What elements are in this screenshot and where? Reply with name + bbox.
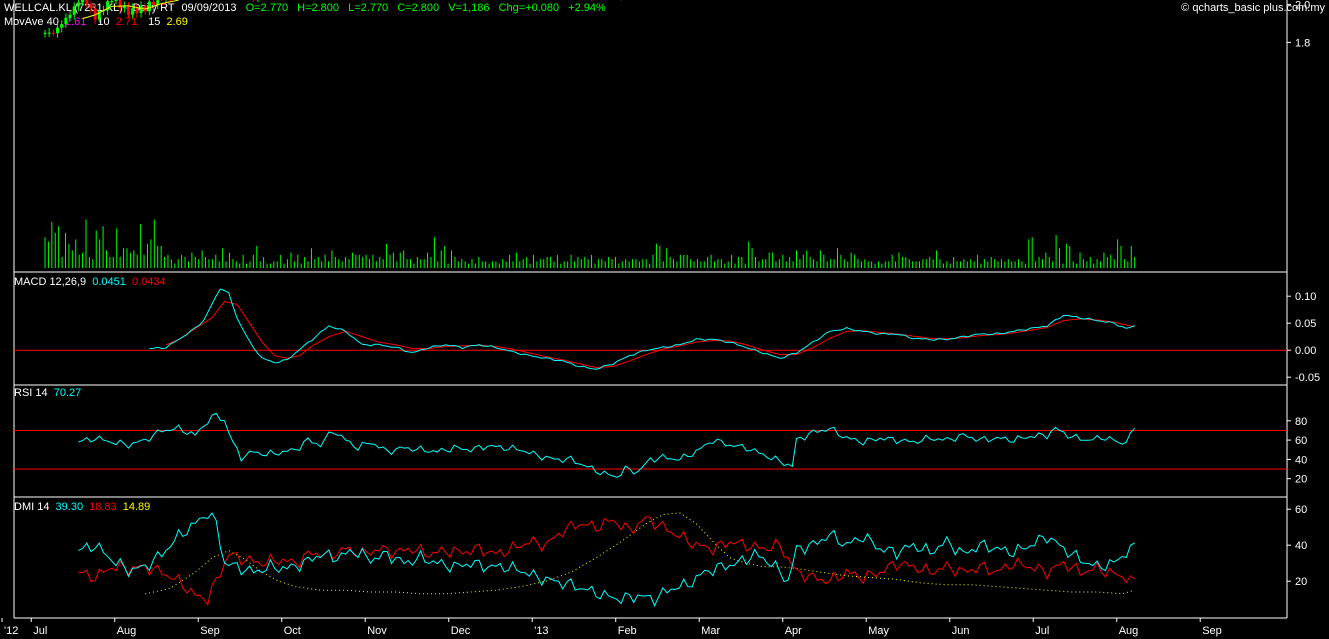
candle-body: [81, 0, 85, 3]
rsi-y-tick-label: 80: [1295, 416, 1307, 428]
volume-value: V=1,186: [448, 2, 490, 14]
ma15-period: 15: [148, 16, 161, 28]
low-value: L=2.770: [348, 2, 389, 14]
candle-body: [85, 0, 89, 5]
dmi-y-axis: 60 40 20: [1287, 504, 1307, 588]
copyright-label: © qcharts_basic plus.com.my: [1181, 2, 1325, 14]
x-tick-label: Apr: [785, 625, 802, 637]
close-value: C=2.800: [397, 2, 440, 14]
ma15-value: 2.69: [166, 16, 188, 28]
macd-label: MACD 12,26,9: [14, 276, 87, 288]
x-tick-label: Jun: [952, 625, 970, 637]
macd-signal-line: [165, 301, 1135, 368]
x-tick-label: Sep: [200, 625, 220, 637]
candle-body: [68, 14, 72, 18]
chart-header: WELLCAL.KL (7231.KL) - Daily RT 09/09/20…: [4, 2, 606, 14]
x-tick-label: Mar: [701, 625, 720, 637]
candles: [43, 0, 622, 38]
macd-y-tick-label: 0.05: [1295, 318, 1316, 330]
adx-line: [145, 512, 1134, 595]
change-value: Chg=+0.080: [498, 2, 560, 14]
dmi-minus-line: [78, 515, 1136, 606]
dmi-plus-value: 39.30: [55, 501, 84, 513]
macd-y-axis: 0.10 0.05 0.00 -0.05: [1287, 291, 1320, 384]
x-tick-label: Oct: [284, 625, 301, 637]
x-tick-label: '13: [534, 625, 548, 637]
change-pct-value: +2.94%: [568, 2, 606, 14]
dmi-y-tick-label: 60: [1295, 504, 1307, 516]
price-y-axis: 2.82.62.42.22.01.8: [1287, 0, 1310, 49]
candle-body: [76, 2, 80, 7]
candle-body: [110, 1, 114, 3]
dmi-label: DMI 14: [14, 501, 50, 513]
x-tick-label: Aug: [117, 625, 137, 637]
candle-body: [89, 4, 93, 9]
candle-body: [72, 6, 76, 15]
candle-body: [51, 32, 55, 34]
ma15-line: [82, 0, 180, 20]
date-label: 09/09/2013: [181, 2, 237, 14]
candle-body: [131, 8, 135, 15]
rsi-line: [78, 412, 1136, 478]
candle-body: [97, 10, 101, 20]
candle-body: [114, 0, 118, 2]
x-tick-label: Aug: [1119, 625, 1139, 637]
rsi-y-tick-label: 60: [1295, 435, 1307, 447]
macd-value: 0.0451: [92, 276, 126, 288]
x-tick-label: Jul: [33, 625, 47, 637]
high-value: H=2.800: [297, 2, 340, 14]
rsi-value: 70.27: [53, 387, 82, 399]
dmi-plus-line: [78, 512, 1135, 607]
candle-body: [47, 32, 51, 34]
candle-body: [135, 8, 139, 14]
dmi-y-tick-label: 20: [1295, 576, 1307, 588]
x-tick-label: Dec: [451, 625, 471, 637]
x-tick-label: Jul: [1035, 625, 1049, 637]
candle-body: [156, 0, 160, 5]
volume-bars: [44, 219, 1136, 268]
macd-legend: MACD 12,26,9 0.0451 0.0434: [14, 276, 166, 288]
price-y-tick-label: 2.0: [1295, 0, 1310, 11]
candle-body: [122, 5, 126, 8]
adx-value: 14.89: [122, 501, 151, 513]
rsi-y-axis: 80 60 40 20: [1287, 416, 1307, 486]
candle-body: [118, 0, 122, 8]
macd-y-tick-label: 0.10: [1295, 291, 1316, 303]
x-tick-label: Feb: [618, 625, 637, 637]
ma-legend: MovAve 40 2.61 10 2.71 15 2.69: [4, 16, 188, 28]
ma10-line: [161, 0, 173, 6]
candle-body: [139, 6, 143, 14]
rsi-legend: RSI 14 70.27: [14, 387, 81, 399]
x-tick-label: May: [868, 625, 889, 637]
macd-y-tick-label: -0.05: [1295, 372, 1320, 384]
ma40-label: MovAve 40: [4, 16, 59, 28]
candle-body: [152, 1, 156, 5]
price-y-tick-label: 1.8: [1295, 37, 1310, 49]
ma10-value: 2.71: [115, 16, 138, 28]
rsi-y-tick-label: 40: [1295, 454, 1307, 466]
panel-frames: [13, 0, 1288, 619]
candle-body: [127, 5, 130, 15]
candle-body: [106, 1, 110, 11]
rsi-y-tick-label: 20: [1295, 474, 1307, 486]
macd-y-tick-label: 0.00: [1295, 345, 1316, 357]
macd-line: [149, 288, 1135, 370]
dmi-minus-value: 18.83: [89, 501, 117, 513]
candle-body: [93, 8, 97, 20]
x-tick-label: Sep: [1202, 625, 1222, 637]
x-axis: '12 Jul Aug Sep Oct Nov Dec '13 Feb Mar Apr May Jun J…: [1, 618, 1222, 637]
rsi-label: RSI 14: [14, 387, 48, 399]
candle-body: [56, 27, 60, 34]
open-value: O=2.770: [245, 2, 289, 14]
x-tick-label: Nov: [367, 625, 387, 637]
macd-signal-value: 0.0434: [131, 276, 166, 288]
dmi-legend: DMI 14 39.30 18.83 14.89: [14, 501, 150, 513]
x-tick-label: '12: [4, 625, 18, 637]
dmi-y-tick-label: 40: [1295, 540, 1307, 552]
candle-body: [64, 17, 68, 25]
candle-body: [147, 1, 151, 12]
candle-body: [43, 32, 47, 34]
candle-body: [60, 24, 64, 28]
